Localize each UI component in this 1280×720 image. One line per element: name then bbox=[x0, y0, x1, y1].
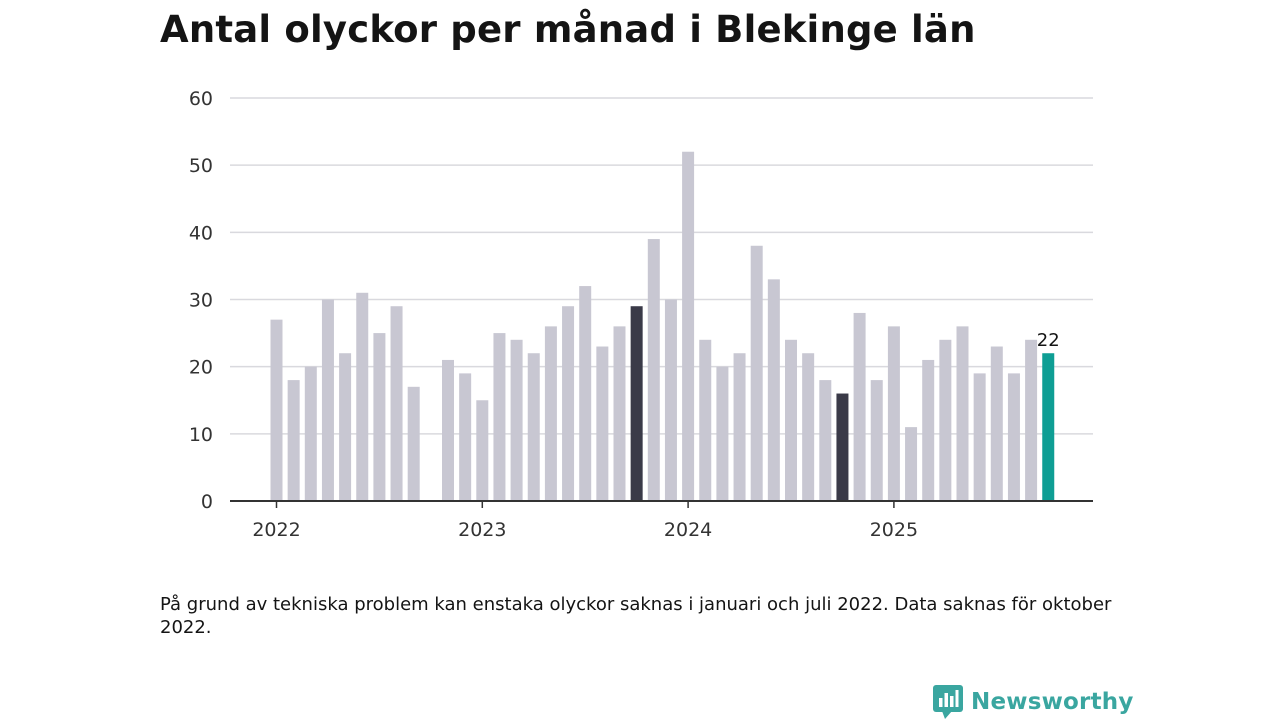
y-axis-ticks: 0 10 20 30 40 50 60 bbox=[189, 88, 213, 513]
bar-2024-10[interactable] bbox=[836, 393, 849, 501]
footnote: På grund av tekniska problem kan enstaka… bbox=[160, 594, 1112, 638]
bar-2024-03[interactable] bbox=[716, 366, 729, 501]
bar-2022-02[interactable] bbox=[287, 380, 300, 501]
bar-2023-07[interactable] bbox=[579, 286, 592, 501]
bar-2022-09[interactable] bbox=[407, 386, 420, 501]
y-tick-label: 50 bbox=[189, 155, 213, 177]
x-axis: 2022 2023 2024 2025 bbox=[230, 500, 1093, 541]
data-label: 22 bbox=[1037, 330, 1060, 351]
chart-title: Antal olyckor per månad i Blekinge län bbox=[160, 8, 976, 51]
y-tick-label: 40 bbox=[189, 222, 213, 244]
bar-2022-07[interactable] bbox=[373, 333, 386, 501]
bar-2024-01[interactable] bbox=[682, 151, 695, 501]
bar-2025-07[interactable] bbox=[990, 346, 1003, 501]
bar-2025-09[interactable] bbox=[1025, 339, 1038, 501]
bar-2023-12[interactable] bbox=[664, 299, 677, 502]
bar-2024-05[interactable] bbox=[750, 245, 763, 501]
bar-2025-01[interactable] bbox=[887, 326, 900, 501]
bar-2023-11[interactable] bbox=[647, 239, 660, 502]
x-tick-label: 2025 bbox=[870, 519, 918, 541]
bar-2022-05[interactable] bbox=[339, 353, 352, 501]
bar-2023-04[interactable] bbox=[527, 353, 540, 501]
bar-2024-02[interactable] bbox=[699, 339, 712, 501]
bar-2025-05[interactable] bbox=[956, 326, 969, 501]
bar-2024-09[interactable] bbox=[819, 380, 832, 501]
bar-2023-09[interactable] bbox=[613, 326, 626, 501]
bar-2024-07[interactable] bbox=[785, 339, 797, 501]
bar-2022-06[interactable] bbox=[356, 292, 369, 501]
bar-2025-03[interactable] bbox=[922, 359, 935, 501]
bar-chart: 0 10 20 30 40 50 60 2022 2023 2024 2025 22 bbox=[189, 88, 1093, 541]
bar-2025-02[interactable] bbox=[905, 427, 918, 501]
bar-2022-12[interactable] bbox=[459, 373, 472, 501]
bar-2025-08[interactable] bbox=[1007, 373, 1020, 501]
bar-2024-08[interactable] bbox=[802, 353, 815, 501]
y-tick-label: 20 bbox=[189, 357, 213, 379]
bar-2023-08[interactable] bbox=[596, 346, 609, 501]
bar-2024-11[interactable] bbox=[853, 312, 866, 501]
bar-2023-06[interactable] bbox=[562, 306, 575, 501]
y-tick-label: 0 bbox=[201, 491, 213, 513]
y-tick-label: 10 bbox=[189, 424, 213, 446]
data-labels: 22 bbox=[1037, 330, 1060, 351]
bar-2023-05[interactable] bbox=[544, 326, 557, 501]
bar-2024-04[interactable] bbox=[733, 353, 746, 501]
x-tick-label: 2022 bbox=[252, 519, 300, 541]
bar-2022-08[interactable] bbox=[390, 306, 403, 501]
x-tick-label: 2024 bbox=[664, 519, 712, 541]
bars bbox=[270, 151, 1055, 502]
bar-2023-03[interactable] bbox=[510, 339, 523, 501]
bar-2022-03[interactable] bbox=[304, 366, 317, 501]
x-tick-label: 2023 bbox=[458, 519, 506, 541]
bar-2025-10[interactable] bbox=[1042, 353, 1055, 501]
bar-2023-02[interactable] bbox=[493, 333, 506, 501]
bar-2022-04[interactable] bbox=[321, 299, 334, 502]
newsworthy-logo-icon bbox=[933, 685, 963, 719]
bar-2025-04[interactable] bbox=[939, 339, 952, 501]
bar-2023-01[interactable] bbox=[476, 400, 489, 501]
y-tick-label: 60 bbox=[189, 88, 213, 110]
bar-2024-12[interactable] bbox=[870, 380, 883, 501]
brand-name: Newsworthy bbox=[971, 689, 1134, 715]
y-tick-label: 30 bbox=[189, 290, 213, 312]
bar-2024-06[interactable] bbox=[767, 279, 780, 501]
brand[interactable]: Newsworthy bbox=[933, 684, 1134, 720]
bar-2022-01[interactable] bbox=[270, 319, 283, 501]
bar-2023-10[interactable] bbox=[630, 306, 643, 501]
bar-2025-06[interactable] bbox=[973, 373, 986, 501]
bar-2022-11[interactable] bbox=[442, 359, 454, 501]
